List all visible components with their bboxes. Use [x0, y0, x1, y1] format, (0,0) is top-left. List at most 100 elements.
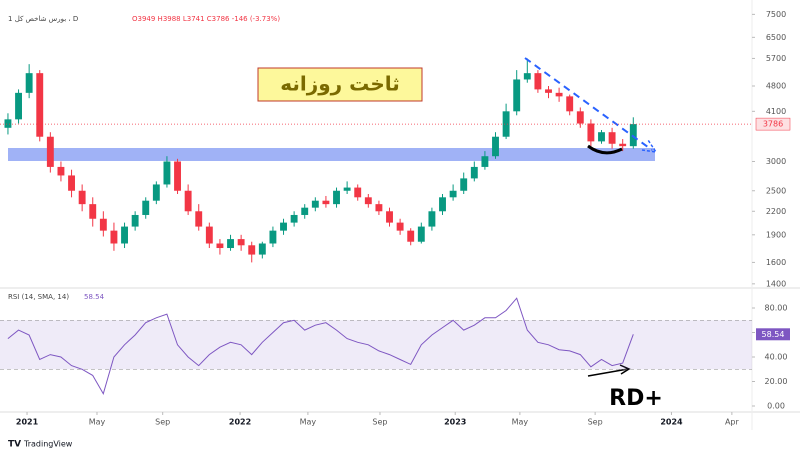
candle-body	[364, 197, 372, 205]
candle-body	[121, 226, 128, 244]
candle-body	[152, 184, 160, 201]
candle-body	[15, 92, 22, 120]
y-tick-label: 0.00	[767, 401, 785, 410]
candle-body	[280, 222, 287, 231]
y-tick-label: 6500	[766, 33, 786, 42]
y-tick-label: 2200	[766, 207, 786, 216]
candle-body	[481, 156, 489, 167]
candle-body	[333, 190, 340, 205]
candle-body	[142, 200, 150, 215]
candle-body	[227, 239, 234, 249]
candle-body	[4, 119, 12, 128]
y-tick-label: 4100	[766, 107, 786, 116]
candle-body	[555, 92, 563, 97]
x-tick-label: 2024	[660, 418, 683, 427]
candle-body	[576, 111, 584, 124]
candles	[4, 58, 637, 263]
candle-body	[545, 89, 552, 93]
candle-body	[629, 124, 637, 147]
candle-body	[428, 211, 436, 227]
candle-body	[290, 214, 298, 223]
candle-body	[470, 166, 478, 179]
divergence-arrowhead	[619, 364, 631, 375]
y-tick-label: 4800	[766, 82, 786, 91]
support-zone	[8, 148, 655, 161]
trendline	[524, 57, 653, 151]
y-tick-label: 20.00	[765, 377, 788, 386]
candle-body	[523, 73, 531, 80]
rsi-title: RSI (14, SMA, 14)	[8, 293, 69, 301]
support-arc	[587, 144, 623, 155]
candle-body	[248, 245, 256, 255]
y-tick-label: 1900	[766, 230, 786, 239]
divergence-arrow	[587, 368, 629, 377]
rsi-band	[0, 320, 752, 370]
candle-body	[513, 79, 521, 112]
candle-body	[36, 73, 44, 137]
candle-body	[301, 207, 309, 215]
candle-body	[386, 211, 393, 223]
candle-body	[608, 132, 616, 144]
candle-body	[25, 73, 33, 93]
candle-body	[449, 190, 457, 198]
candle-body	[174, 161, 181, 191]
rsi-line	[7, 297, 634, 395]
candle-body	[78, 190, 86, 205]
x-tick-label: Sep	[372, 418, 387, 427]
y-tick-label: 2500	[766, 186, 786, 195]
last-price-badge	[755, 117, 791, 131]
y-tick-label: 3000	[766, 157, 786, 166]
x-tick-label: May	[89, 418, 106, 427]
candle-body	[46, 136, 54, 167]
candle-body	[407, 230, 415, 242]
candle-body	[534, 73, 542, 90]
symbol: 1 بورس شاخص کل ، D	[8, 15, 78, 23]
candle-body	[99, 218, 107, 231]
candle-body	[460, 178, 468, 191]
candle-body	[110, 230, 118, 244]
x-tick-label: May	[512, 418, 529, 427]
candle-body	[163, 161, 171, 185]
x-tick-label: Apr	[725, 418, 740, 427]
candle-body	[195, 211, 203, 227]
title-box	[257, 67, 423, 102]
rsi-badge	[756, 328, 790, 341]
y-tick-label: 1400	[766, 279, 786, 288]
x-tick-label: Sep	[155, 418, 170, 427]
candle-body	[343, 187, 351, 191]
y-tick-label: 7500	[766, 10, 786, 19]
rsi-value: 58.54	[84, 293, 105, 301]
candle-body	[396, 222, 404, 231]
quote: O3949 H3988 L3741 C3786 -146 (-3.73%)	[132, 15, 280, 23]
candle-body	[57, 166, 65, 176]
candle-body	[322, 200, 330, 205]
candle-body	[492, 136, 499, 157]
footer: TradingView	[23, 440, 73, 449]
candle-body	[619, 143, 627, 147]
candle-body	[89, 204, 97, 219]
chart-title: ثاخت روزانه	[280, 72, 400, 96]
y-tick-label: 40.00	[765, 353, 788, 362]
candle-body	[68, 175, 75, 191]
x-tick-label: Sep	[588, 418, 603, 427]
candle-body	[258, 243, 266, 255]
candle-body	[237, 239, 245, 246]
candle-body	[131, 214, 139, 227]
x-tick-label: 2021	[16, 418, 39, 427]
y-tick-label: 5700	[766, 54, 786, 63]
annotation: RD+	[609, 386, 663, 411]
logo-mark: TV	[8, 440, 21, 450]
candle-body	[417, 226, 425, 242]
x-tick-label: May	[300, 418, 317, 427]
last-price-label: 3786	[763, 120, 783, 129]
candle-body	[598, 132, 605, 142]
candle-body	[216, 243, 224, 249]
y-tick-label: 1600	[766, 258, 786, 267]
candle-body	[375, 204, 383, 212]
candle-body	[311, 200, 319, 208]
candle-body	[502, 111, 510, 137]
candle-body	[269, 230, 277, 244]
y-tick-label: 80.00	[765, 304, 788, 313]
rsi-badge-label: 58.54	[762, 330, 785, 339]
